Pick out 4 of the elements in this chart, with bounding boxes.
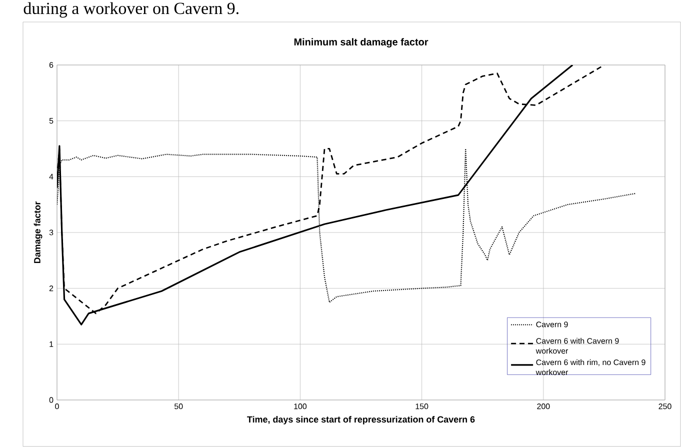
text: during a workover on Cavern 9.	[24, 2, 238, 18]
chart-title: Minimum salt damage factor	[294, 38, 428, 48]
x-axis-title: Time, days since start of repressurization of Cavern 6	[247, 416, 475, 424]
y-axis-title: Damage factor	[34, 201, 42, 264]
